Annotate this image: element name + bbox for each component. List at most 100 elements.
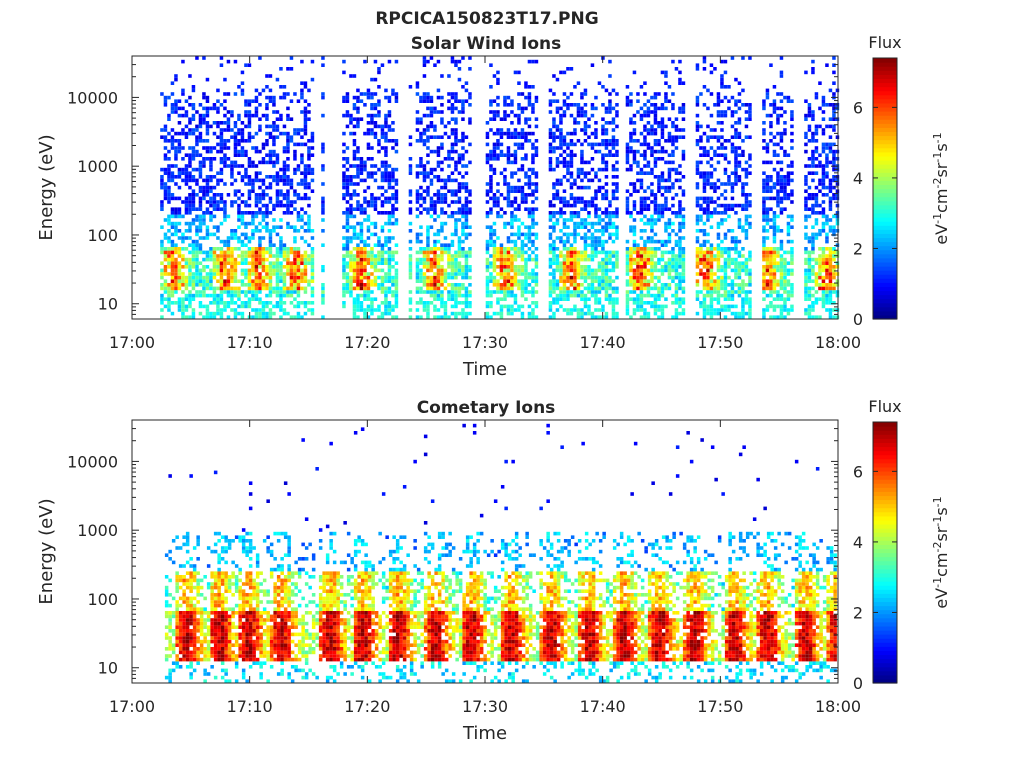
heatmap-cell — [373, 131, 378, 136]
heatmap-cell — [167, 265, 171, 269]
heatmap-cell — [394, 139, 399, 143]
heatmap-cell — [629, 139, 633, 143]
heatmap-cell — [615, 207, 619, 211]
heatmap-cell — [202, 304, 206, 309]
heatmap-cell — [237, 128, 241, 132]
heatmap-cell — [524, 232, 528, 237]
heatmap-cell — [202, 178, 206, 183]
heatmap-cell — [706, 218, 710, 222]
heatmap-cell — [702, 301, 707, 305]
heatmap-cell — [160, 275, 164, 280]
heatmap-cell — [163, 193, 168, 197]
heatmap-cell — [212, 311, 217, 316]
heatmap-cell — [167, 193, 171, 197]
heatmap-cell — [625, 308, 630, 312]
heatmap-cell — [370, 200, 374, 204]
heatmap-cell — [174, 283, 178, 287]
heatmap-cell — [699, 171, 703, 175]
heatmap-cell — [293, 92, 297, 96]
heatmap-cell — [506, 153, 511, 157]
heatmap-cell — [202, 250, 206, 255]
heatmap-cell — [562, 103, 567, 107]
heatmap-cell — [191, 272, 196, 276]
heatmap-cell — [604, 261, 609, 265]
heatmap-cell — [440, 229, 444, 233]
heatmap-cell — [419, 211, 423, 215]
heatmap-cell — [524, 207, 528, 211]
heatmap-cell — [653, 221, 658, 226]
heatmap-cell — [548, 131, 553, 136]
heatmap-cell — [419, 225, 423, 229]
heatmap-cell — [485, 157, 490, 161]
heatmap-cell — [720, 221, 724, 226]
heatmap-cell — [275, 250, 280, 255]
heatmap-cell — [674, 268, 679, 273]
heatmap-cell — [223, 308, 227, 312]
heatmap-cell — [188, 283, 192, 287]
heatmap-cell — [576, 81, 581, 85]
heatmap-cell — [524, 225, 528, 229]
heatmap-cell — [244, 153, 248, 157]
heatmap-cell — [695, 254, 700, 258]
heatmap-cell — [625, 279, 630, 283]
heatmap-cell — [377, 139, 381, 143]
heatmap-cell — [216, 293, 220, 298]
heatmap-cell — [279, 247, 283, 251]
heatmap-cell — [258, 297, 262, 301]
heatmap-cell — [366, 225, 371, 229]
heatmap-cell — [464, 250, 469, 255]
heatmap-cell — [615, 103, 619, 107]
heatmap-cell — [233, 131, 238, 136]
heatmap-cell — [457, 283, 462, 287]
heatmap-cell — [265, 283, 269, 287]
heatmap-cell — [709, 146, 714, 150]
heatmap-cell — [275, 225, 280, 229]
heatmap-cell — [384, 121, 388, 125]
heatmap-cell — [489, 99, 493, 103]
heatmap-cell — [188, 146, 192, 150]
heatmap-cell — [657, 139, 661, 143]
heatmap-cell — [163, 171, 168, 175]
heatmap-cell — [706, 139, 710, 143]
heatmap-cell — [426, 275, 430, 280]
heatmap-cell — [198, 275, 203, 280]
heatmap-cell — [380, 254, 385, 258]
heatmap-cell — [167, 164, 171, 168]
heatmap-cell — [247, 131, 252, 136]
heatmap-cell — [737, 99, 742, 103]
heatmap-cell — [279, 200, 283, 204]
heatmap-cell — [713, 211, 717, 215]
heatmap-cell — [268, 124, 273, 129]
heatmap-cell — [646, 254, 651, 258]
heatmap-cell — [429, 268, 434, 273]
heatmap-cell — [489, 236, 493, 240]
heatmap-cell — [527, 254, 532, 258]
heatmap-cell — [303, 124, 308, 129]
heatmap-cell — [650, 301, 654, 305]
heatmap-cell — [643, 221, 647, 226]
heatmap-cell — [380, 315, 385, 319]
heatmap-cell — [377, 286, 381, 291]
heatmap-cell — [226, 59, 231, 64]
heatmap-cell — [289, 225, 294, 229]
heatmap-cell — [730, 196, 735, 201]
heatmap-cell — [433, 200, 437, 204]
heatmap-cell — [548, 272, 553, 276]
heatmap-cell — [272, 139, 276, 143]
heatmap-cell — [363, 250, 367, 255]
heatmap-cell — [384, 308, 388, 312]
heatmap-cell — [716, 110, 721, 114]
heatmap-cell — [167, 301, 171, 305]
heatmap-cell — [625, 207, 630, 211]
heatmap-cell — [226, 254, 231, 258]
heatmap-cell — [289, 301, 294, 305]
heatmap-cell — [713, 311, 717, 316]
heatmap-cell — [254, 149, 259, 154]
heatmap-cell — [716, 153, 721, 157]
heatmap-cell — [569, 232, 574, 237]
heatmap-cell — [272, 304, 276, 309]
heatmap-cell — [226, 247, 231, 251]
heatmap-cell — [702, 149, 707, 154]
heatmap-cell — [289, 117, 294, 121]
heatmap-cell — [387, 59, 392, 64]
